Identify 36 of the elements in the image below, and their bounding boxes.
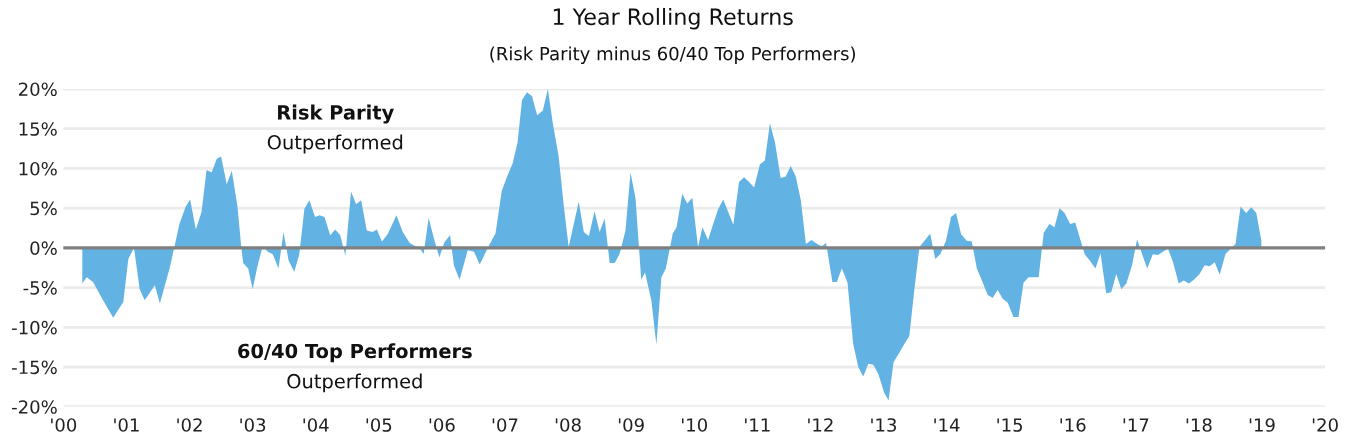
x-tick-label: '15 bbox=[997, 418, 1023, 432]
chart-title: 1 Year Rolling Returns bbox=[553, 7, 793, 30]
x-tick-label: '04 bbox=[303, 418, 329, 432]
x-tick-label: '07 bbox=[492, 418, 518, 432]
x-tick-label: '13 bbox=[871, 418, 896, 432]
x-tick-label: '05 bbox=[366, 418, 392, 432]
x-tick-label: '09 bbox=[618, 418, 644, 432]
x-tick-label: '06 bbox=[429, 418, 455, 432]
x-tick-label: '20 bbox=[1312, 418, 1338, 432]
annotation: Outperformed bbox=[287, 373, 422, 393]
x-tick-label: '01 bbox=[114, 418, 139, 432]
x-tick-label: '10 bbox=[681, 418, 707, 432]
annotation: 60/40 Top Performers bbox=[238, 343, 472, 363]
x-tick-label: '08 bbox=[555, 418, 581, 432]
x-tick-label: '17 bbox=[1123, 418, 1149, 432]
x-tick-label: '16 bbox=[1060, 418, 1086, 432]
annotation: Outperformed bbox=[267, 134, 403, 154]
y-tick-label: -20% bbox=[12, 400, 57, 414]
y-tick-label: 15% bbox=[19, 122, 57, 136]
x-tick-label: '03 bbox=[240, 418, 266, 432]
x-tick-label: '18 bbox=[1186, 418, 1212, 432]
y-tick-label: 10% bbox=[19, 161, 57, 176]
annotation: Risk Parity bbox=[278, 104, 394, 124]
chart-subtitle: (Risk Parity minus 60/40 Top Performers) bbox=[490, 46, 855, 64]
x-tick-label: '11 bbox=[745, 418, 770, 432]
y-tick-label: 20% bbox=[18, 82, 57, 97]
x-tick-label: '19 bbox=[1249, 418, 1275, 432]
y-tick-label: -10% bbox=[12, 320, 57, 335]
y-tick-label: -5% bbox=[23, 281, 57, 295]
x-tick-label: '14 bbox=[934, 418, 960, 432]
x-tick-label: '02 bbox=[177, 418, 202, 432]
x-tick-label: '00 bbox=[51, 418, 77, 432]
x-tick-label: '12 bbox=[808, 418, 833, 432]
y-tick-label: -15% bbox=[12, 360, 57, 375]
y-tick-label: 0% bbox=[30, 241, 57, 255]
y-tick-label: 5% bbox=[30, 201, 57, 216]
